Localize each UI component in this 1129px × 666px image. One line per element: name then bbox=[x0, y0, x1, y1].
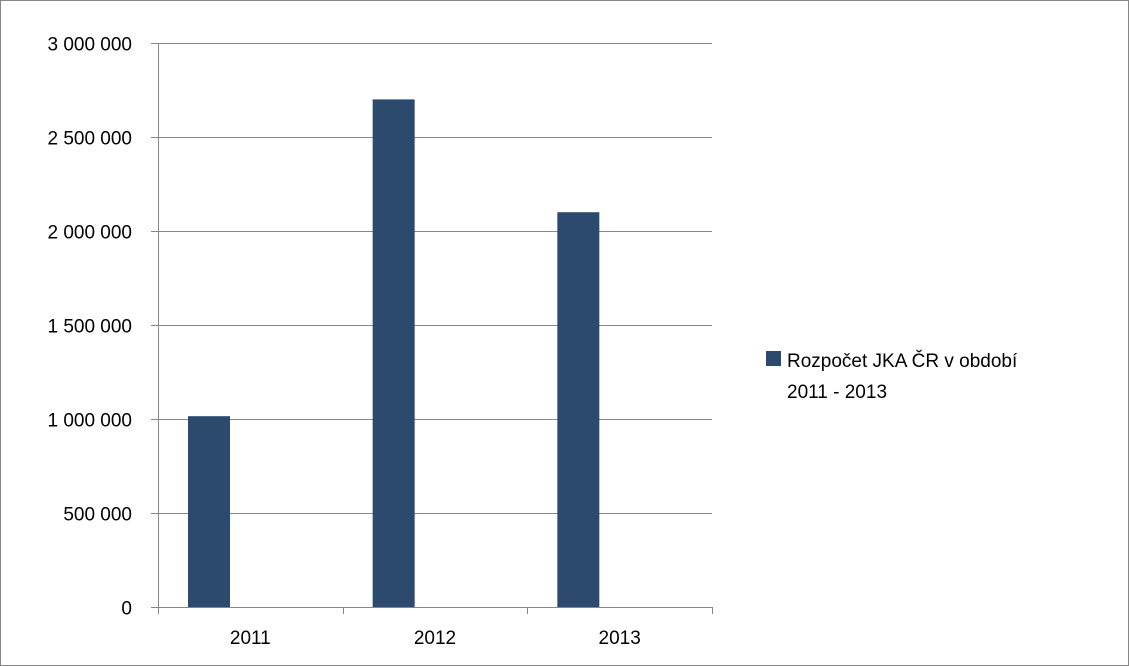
legend: Rozpočet JKA ČR v období 2011 - 2013 bbox=[766, 350, 1018, 403]
x-tick-label: 2011 bbox=[230, 628, 271, 649]
legend-swatch bbox=[766, 351, 781, 366]
y-tick-label: 2 500 000 bbox=[47, 129, 132, 150]
bar-2013 bbox=[557, 212, 600, 607]
x-tick-label: 2012 bbox=[414, 628, 456, 649]
bar-2012 bbox=[372, 99, 415, 608]
y-tick-label: 500 000 bbox=[63, 505, 132, 526]
y-tick-label: 1 500 000 bbox=[47, 317, 132, 338]
bar-2011 bbox=[188, 416, 230, 607]
y-tick-label: 2 000 000 bbox=[47, 223, 132, 244]
legend-label-line-2: 2011 - 2013 bbox=[787, 382, 887, 403]
y-tick-labels: 0 500 000 1 000 000 1 500 000 2 000 000 2 500… bbox=[47, 35, 132, 620]
y-axis bbox=[151, 43, 159, 608]
x-tick-label: 2013 bbox=[599, 628, 641, 649]
x-axis bbox=[158, 607, 713, 614]
y-tick-label: 3 000 000 bbox=[47, 35, 132, 56]
y-tick-label: 0 bbox=[121, 599, 132, 620]
y-tick-label: 1 000 000 bbox=[47, 411, 132, 432]
bars bbox=[188, 99, 600, 608]
legend-label-line-1: Rozpočet JKA ČR v období bbox=[787, 350, 1018, 372]
x-tick-labels: 2011 2012 2013 bbox=[230, 628, 641, 649]
gridlines bbox=[158, 43, 712, 514]
